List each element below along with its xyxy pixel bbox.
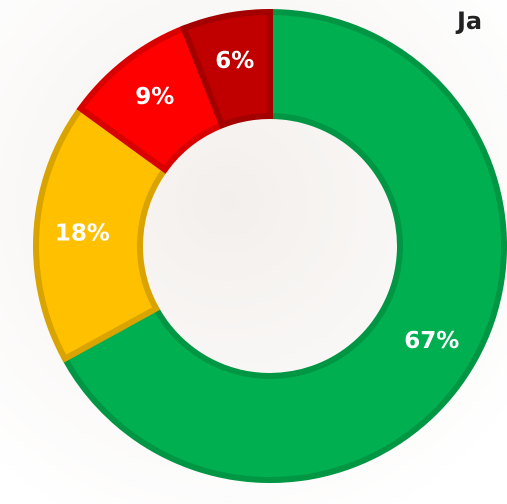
data-label: 6% xyxy=(215,48,254,74)
data-label: 18% xyxy=(55,221,110,247)
data-label: 67% xyxy=(404,328,459,354)
donut: 67% 18% 9% 6% xyxy=(33,8,507,483)
data-label: 9% xyxy=(135,84,174,110)
slice xyxy=(33,104,170,363)
chart-title: Ja xyxy=(455,7,482,35)
slice xyxy=(60,8,507,483)
slice xyxy=(179,8,273,130)
